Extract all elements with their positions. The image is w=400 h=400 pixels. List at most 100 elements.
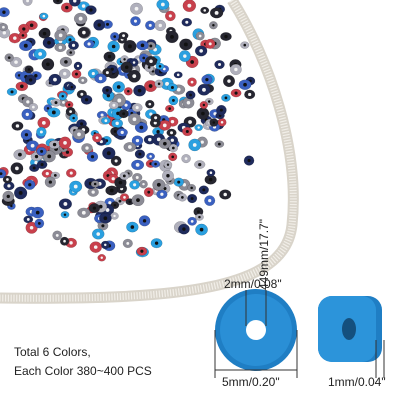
bead bbox=[118, 180, 123, 185]
bead bbox=[105, 88, 109, 92]
bead bbox=[18, 152, 22, 157]
bead bbox=[95, 136, 99, 140]
bead bbox=[171, 146, 175, 150]
bead bbox=[34, 74, 38, 78]
bead bbox=[227, 79, 231, 83]
bead bbox=[212, 121, 216, 124]
bead bbox=[40, 163, 44, 167]
bead bbox=[2, 31, 6, 35]
bead bbox=[168, 107, 172, 110]
bead bbox=[224, 96, 228, 100]
bead bbox=[199, 49, 203, 53]
length-label: 449mm/17.7" bbox=[257, 219, 271, 290]
bead bbox=[197, 126, 200, 129]
bead bbox=[162, 67, 166, 71]
bead bbox=[132, 74, 137, 79]
bead bbox=[176, 73, 180, 77]
bead bbox=[84, 98, 89, 102]
bead bbox=[47, 154, 52, 159]
bead bbox=[148, 137, 152, 142]
bead bbox=[158, 23, 162, 28]
bead bbox=[111, 44, 116, 49]
bead bbox=[132, 61, 136, 64]
bead bbox=[171, 155, 175, 159]
bead bbox=[7, 56, 11, 60]
bead bbox=[114, 159, 118, 163]
bead bbox=[113, 203, 117, 207]
bead bbox=[47, 40, 51, 45]
bead bbox=[202, 87, 206, 92]
bead bbox=[63, 72, 67, 76]
bead bbox=[62, 100, 65, 104]
bead bbox=[18, 191, 23, 195]
bead bbox=[122, 174, 126, 178]
bead bbox=[157, 82, 161, 86]
bead bbox=[201, 111, 205, 116]
bead bbox=[56, 0, 60, 2]
bead bbox=[58, 45, 63, 50]
bead bbox=[27, 68, 31, 71]
bead bbox=[163, 141, 167, 146]
bead bbox=[34, 154, 39, 159]
hole-label: 2mm/0.08" bbox=[224, 277, 282, 291]
bead bbox=[75, 72, 78, 76]
bead bbox=[154, 116, 158, 120]
bead bbox=[132, 117, 137, 122]
bead bbox=[117, 98, 122, 103]
bead bbox=[123, 58, 126, 61]
bead bbox=[35, 210, 40, 215]
bead bbox=[148, 102, 152, 106]
bead bbox=[234, 67, 238, 72]
bead bbox=[63, 141, 67, 145]
bead bbox=[28, 78, 33, 82]
bead bbox=[208, 199, 212, 203]
bead bbox=[200, 140, 204, 144]
bead bbox=[26, 218, 30, 221]
bead bbox=[139, 125, 144, 130]
bead bbox=[234, 91, 238, 95]
bead bbox=[6, 178, 9, 181]
bead bbox=[15, 166, 19, 171]
bead bbox=[165, 81, 170, 86]
bead bbox=[106, 151, 111, 156]
bead bbox=[154, 162, 157, 166]
bead bbox=[53, 77, 57, 82]
bead bbox=[126, 241, 130, 245]
bead bbox=[72, 116, 75, 120]
bead bbox=[24, 133, 29, 137]
bead bbox=[52, 0, 63, 5]
bead bbox=[77, 132, 81, 137]
bead bbox=[122, 34, 125, 38]
bead bbox=[135, 176, 139, 180]
bead bbox=[149, 44, 153, 48]
bead bbox=[31, 105, 35, 109]
bead bbox=[208, 177, 213, 182]
bead-side-hole bbox=[342, 318, 356, 340]
bead bbox=[128, 200, 131, 203]
bead bbox=[55, 233, 59, 237]
bead bbox=[137, 88, 142, 93]
bead bbox=[46, 62, 50, 67]
caption-line: Each Color 380~400 PCS bbox=[14, 364, 152, 378]
bead bbox=[172, 99, 175, 102]
bead bbox=[124, 103, 128, 107]
bead bbox=[28, 183, 32, 187]
bead bbox=[22, 27, 26, 31]
bead bbox=[42, 31, 47, 36]
thickness-label: 1mm/0.04" bbox=[328, 375, 386, 389]
bead bbox=[182, 183, 187, 187]
bead bbox=[135, 163, 140, 167]
bead bbox=[52, 142, 57, 147]
bead bbox=[202, 103, 206, 107]
bead bbox=[107, 54, 112, 59]
bead bbox=[109, 188, 114, 193]
bead bbox=[170, 131, 174, 135]
bead bbox=[105, 71, 109, 75]
bead bbox=[73, 184, 78, 189]
bead bbox=[106, 93, 111, 98]
bead bbox=[185, 130, 189, 134]
bead bbox=[65, 5, 69, 10]
bead bbox=[156, 137, 161, 142]
bead bbox=[186, 100, 191, 105]
